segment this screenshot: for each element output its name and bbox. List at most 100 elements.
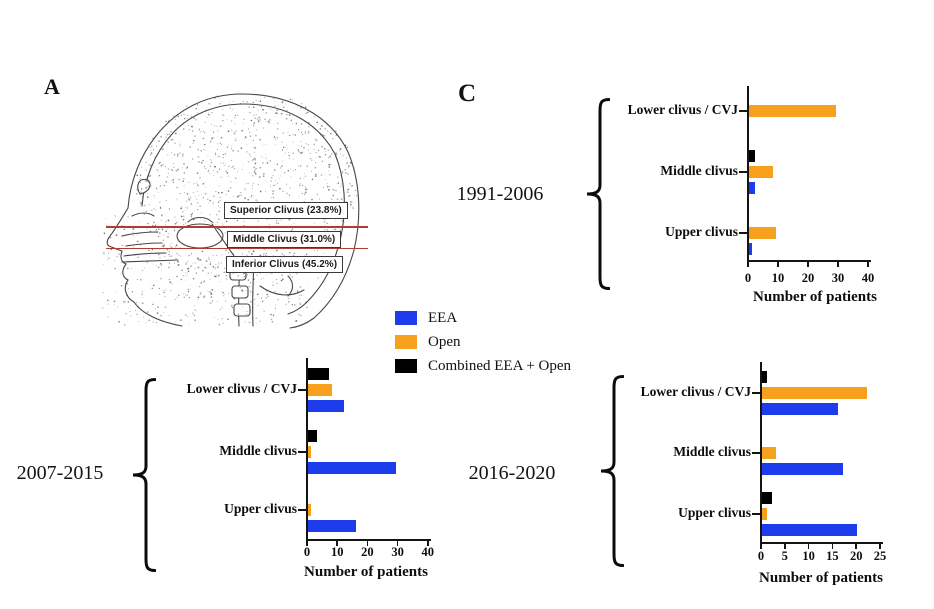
open-color-swatch <box>395 335 417 349</box>
x-tick-label: 20 <box>361 545 374 559</box>
grouping-brace <box>586 98 610 290</box>
period-label-2016-2020: 2016-2020 <box>468 462 556 484</box>
x-tick <box>336 541 338 546</box>
x-tick <box>867 262 869 267</box>
bar-open-upper-clivus <box>749 227 776 239</box>
category-tick <box>298 451 306 453</box>
x-tick-label: 30 <box>391 545 404 559</box>
category-label-upper-clivus: Upper clivus <box>224 501 297 516</box>
bar-eea-middle-clivus <box>762 463 843 475</box>
x-tick <box>831 544 834 549</box>
legend-item-eea: EEA <box>395 310 571 326</box>
category-tick <box>298 389 306 391</box>
bar-eea-upper-clivus <box>749 243 752 255</box>
bar-combined-eea-open-lower-clivus-cvj <box>762 371 767 383</box>
grouping-brace <box>600 375 624 567</box>
bar-combined-eea-open-middle-clivus <box>749 150 755 162</box>
x-tick <box>837 262 839 267</box>
legend: EEA Open Combined EEA + Open <box>395 311 571 383</box>
x-tick <box>855 544 857 549</box>
category-label-lower-clivus-cvj: Lower clivus / CVJ <box>186 381 297 396</box>
bar-eea-middle-clivus <box>749 182 755 194</box>
x-tick-label: 0 <box>303 545 311 559</box>
legend-item-combined: Combined EEA + Open <box>395 358 572 374</box>
panel-a-label: A <box>44 74 60 99</box>
x-tick <box>366 541 369 546</box>
category-tick <box>739 171 747 173</box>
bar-combined-eea-open-lower-clivus-cvj <box>308 368 330 380</box>
category-tick <box>752 392 760 394</box>
category-tick <box>739 232 747 234</box>
y-axis <box>747 86 749 262</box>
category-label-upper-clivus: Upper clivus <box>678 505 751 520</box>
bar-open-lower-clivus-cvj <box>749 105 836 117</box>
x-tick-label: 40 <box>861 271 875 285</box>
category-label-lower-clivus-cvj: Lower clivus / CVJ <box>640 384 751 399</box>
period-label-2007-2015: 2007-2015 <box>16 462 104 484</box>
x-tick-label: 10 <box>330 545 344 559</box>
x-tick <box>777 262 779 267</box>
category-label-middle-clivus: Middle clivus <box>673 444 751 459</box>
x-tick-label: 25 <box>873 549 887 563</box>
x-axis <box>747 260 871 262</box>
category-tick <box>752 452 760 454</box>
bar-open-middle-clivus <box>749 166 773 178</box>
x-tick-label: 10 <box>802 549 815 563</box>
x-tick-label: 0 <box>757 549 765 563</box>
x-axis-title: Number of patients <box>759 570 883 586</box>
category-label-lower-clivus-cvj: Lower clivus / CVJ <box>627 102 738 117</box>
sagittal-head-illustration <box>101 93 360 329</box>
x-tick <box>747 262 749 267</box>
clivus-region-box-middle: Middle Clivus (31.0%) <box>227 231 342 248</box>
category-label-middle-clivus: Middle clivus <box>219 443 297 458</box>
clivus-region-box-superior: Superior Clivus (23.8%) <box>224 202 348 219</box>
x-tick-label: 20 <box>801 271 815 285</box>
category-label-middle-clivus: Middle clivus <box>660 163 738 178</box>
x-tick-label: 10 <box>771 271 785 285</box>
bar-eea-upper-clivus <box>762 524 858 536</box>
x-tick <box>760 544 762 549</box>
clivus-region-box-inferior: Inferior Clivus (45.2%) <box>226 256 344 273</box>
combined-color-swatch <box>395 359 417 373</box>
legend-label: EEA <box>428 310 458 326</box>
x-tick <box>807 544 810 549</box>
clivus-boundary-line-upper <box>106 226 368 228</box>
x-axis <box>760 542 883 544</box>
bar-open-lower-clivus-cvj <box>308 384 333 396</box>
category-tick <box>739 110 747 112</box>
bar-open-upper-clivus <box>308 504 312 516</box>
bar-eea-upper-clivus <box>308 520 357 532</box>
bar-open-lower-clivus-cvj <box>762 387 867 399</box>
eea-color-swatch <box>395 311 417 325</box>
category-tick <box>752 513 760 515</box>
legend-label: Combined EEA + Open <box>428 358 572 374</box>
x-tick-label: 5 <box>781 549 788 563</box>
bar-open-middle-clivus <box>762 447 777 459</box>
legend-item-open: Open <box>395 335 571 350</box>
bar-combined-eea-open-middle-clivus <box>308 430 318 442</box>
bar-open-upper-clivus <box>762 508 767 520</box>
panel-c-label: C <box>458 80 477 107</box>
y-axis <box>760 362 762 544</box>
x-tick-label: 20 <box>849 549 863 563</box>
x-tick <box>784 544 786 549</box>
x-tick-label: 40 <box>421 545 435 559</box>
x-tick <box>807 262 809 267</box>
category-label-upper-clivus: Upper clivus <box>665 224 738 239</box>
period-label-1991-2006: 1991-2006 <box>456 183 544 205</box>
bar-eea-middle-clivus <box>308 462 396 474</box>
x-tick-label: 30 <box>831 271 845 285</box>
grouping-brace <box>132 378 156 572</box>
category-tick <box>298 509 306 511</box>
x-tick <box>879 544 881 549</box>
x-axis-title: Number of patients <box>304 564 428 580</box>
y-axis <box>306 358 308 541</box>
bar-combined-eea-open-upper-clivus <box>762 492 772 504</box>
x-axis-title: Number of patients <box>753 289 877 305</box>
clivus-boundary-line-lower <box>106 247 368 250</box>
bar-open-middle-clivus <box>308 446 312 458</box>
bar-eea-lower-clivus-cvj <box>308 400 345 412</box>
x-tick-label: 0 <box>744 271 752 285</box>
x-tick <box>306 541 308 546</box>
